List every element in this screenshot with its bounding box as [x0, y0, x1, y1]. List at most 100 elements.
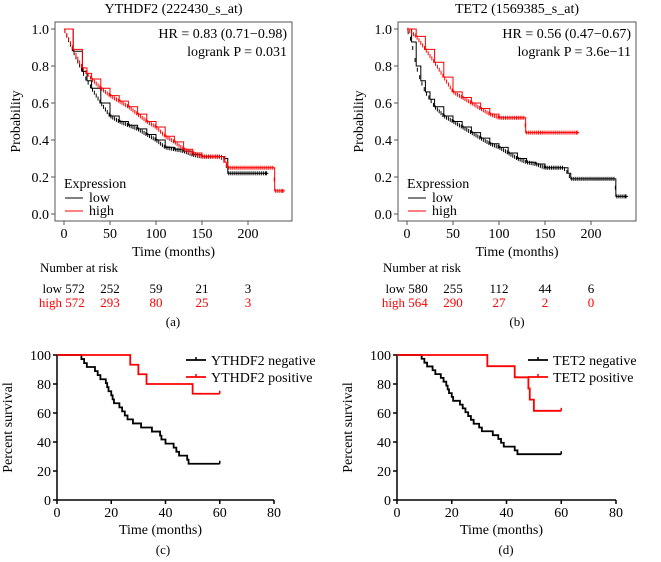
plot-frame	[54, 21, 293, 222]
x-tick-label: 150	[535, 227, 556, 242]
legend-title: Expression	[407, 177, 469, 192]
y-tick-label: 1.0	[375, 23, 393, 38]
risk-value: 255	[443, 281, 463, 296]
y-tick-label: 20	[37, 465, 51, 480]
y-tick-label: 0.8	[32, 60, 50, 75]
legend-label: YTHDF2 positive	[211, 371, 313, 386]
risk-row-label: high	[39, 295, 63, 310]
risk-value: 59	[150, 281, 163, 296]
risk-row-label: high	[382, 295, 406, 310]
legend-label-low: low	[89, 191, 111, 206]
panel-label: (a)	[166, 314, 180, 329]
y-tick-label: 1.0	[32, 23, 50, 38]
risk-row-label: low	[386, 281, 406, 296]
step-panel-c: 0 20 40 60 80 100 0 20 40 60 80 Time (months) Percen…	[1, 349, 316, 557]
risk-value: 112	[489, 281, 508, 296]
y-tick-label: 100	[30, 349, 51, 364]
risk-value: 0	[588, 295, 595, 310]
x-tick-label: 100	[146, 227, 167, 242]
panel-label: (d)	[498, 542, 513, 557]
risk-value: 2	[542, 295, 549, 310]
x-tick-label: 100	[489, 227, 510, 242]
y-tick-label: 40	[377, 436, 391, 451]
risk-value: 25	[196, 295, 209, 310]
y-tick-label: 80	[377, 378, 391, 393]
risk-value: 293	[100, 295, 120, 310]
y-tick-label: 20	[377, 465, 391, 480]
survival-curve-low	[407, 28, 626, 197]
hr-annotation: HR = 0.56 (0.47−0.67)	[502, 27, 631, 42]
survival-curve-negative	[57, 354, 220, 465]
panel-label: (b)	[509, 314, 524, 329]
y-tick-label: 40	[37, 436, 51, 451]
y-tick-label: 0.4	[375, 134, 393, 149]
y-tick-label: 0.0	[32, 208, 50, 223]
legend-label: YTHDF2 negative	[211, 354, 316, 369]
x-tick-label: 0	[404, 227, 411, 242]
y-tick-label: 0	[44, 494, 51, 509]
survival-curve-positive	[57, 354, 220, 395]
hr-annotation: logrank P = 3.6e−11	[517, 45, 631, 60]
y-tick-label: 60	[37, 407, 51, 422]
legend-label: TET2 negative	[553, 354, 637, 369]
x-tick-label: 50	[103, 227, 117, 242]
step-panel-d: 0 20 40 60 80 100 0 20 40 60 80 Time (months) Percen…	[341, 349, 637, 557]
chart-title: TET2 (1569385_s_at)	[455, 2, 579, 17]
x-tick-label: 60	[213, 506, 227, 521]
legend-label-high: high	[432, 204, 457, 219]
x-axis-label: Time (months)	[475, 245, 558, 260]
hr-annotation: HR = 0.83 (0.71−0.98)	[158, 27, 287, 42]
x-tick-label: 80	[267, 506, 281, 521]
x-tick-label: 60	[554, 506, 568, 521]
y-axis-label: Percent survival	[341, 382, 356, 473]
risk-value: 572	[65, 295, 85, 310]
risk-value: 6	[588, 281, 595, 296]
y-tick-label: 0.8	[375, 60, 393, 75]
risk-table-title: Number at risk	[383, 260, 461, 275]
y-tick-label: 0.0	[375, 208, 393, 223]
x-tick-label: 20	[445, 506, 459, 521]
y-tick-label: 0	[384, 494, 391, 509]
risk-value: 290	[443, 295, 463, 310]
x-axis-label: Time (months)	[132, 245, 215, 260]
survival-curve-negative	[397, 354, 562, 456]
x-tick-label: 0	[61, 227, 68, 242]
x-tick-label: 0	[54, 506, 61, 521]
legend-title: Expression	[64, 177, 126, 192]
y-axis-label: Probability	[352, 90, 367, 152]
x-tick-label: 20	[104, 506, 118, 521]
plot-frame	[397, 21, 637, 222]
risk-table-title: Number at risk	[40, 260, 118, 275]
x-tick-label: 80	[609, 506, 623, 521]
y-tick-label: 0.2	[32, 171, 50, 186]
km-panel-a: YTHDF2 (222430_s_at) 0.0 0.2 0.4 0.6 0.8 1.0 0 5…	[9, 2, 293, 329]
km-panel-b: TET2 (1569385_s_at) 0.0 0.2 0.4 0.6 0.8 1.0 0 50…	[352, 2, 637, 329]
risk-value: 21	[196, 281, 209, 296]
y-tick-label: 100	[370, 349, 391, 364]
legend-label: TET2 positive	[553, 371, 634, 386]
risk-value: 27	[493, 295, 507, 310]
x-tick-label: 40	[159, 506, 173, 521]
y-tick-label: 0.4	[32, 134, 50, 149]
risk-value: 564	[408, 295, 428, 310]
survival-curve-high	[407, 28, 578, 134]
x-tick-label: 40	[500, 506, 514, 521]
survival-curve-positive	[397, 354, 562, 412]
y-tick-label: 0.2	[375, 171, 393, 186]
chart-title: YTHDF2 (222430_s_at)	[104, 2, 242, 17]
panel-label: (c)	[156, 542, 170, 557]
y-tick-label: 60	[377, 407, 391, 422]
x-tick-label: 200	[581, 227, 602, 242]
x-tick-label: 200	[238, 227, 259, 242]
survival-curve-high	[64, 28, 283, 192]
legend-label-high: high	[89, 204, 114, 219]
legend-label-low: low	[432, 191, 454, 206]
y-tick-label: 0.6	[375, 97, 393, 112]
y-axis-label: Probability	[9, 90, 24, 152]
risk-row-label: low	[43, 281, 63, 296]
risk-value: 580	[408, 281, 428, 296]
y-tick-label: 0.6	[32, 97, 50, 112]
x-tick-label: 50	[446, 227, 460, 242]
x-axis-label: Time (months)	[119, 523, 202, 538]
